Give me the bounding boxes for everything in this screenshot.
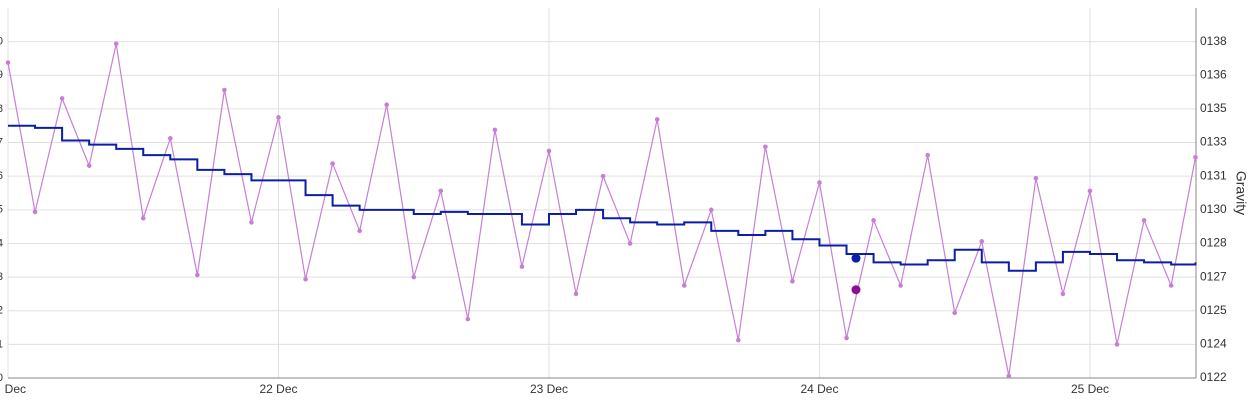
- data-point: [681, 283, 687, 288]
- data-point: [438, 188, 444, 194]
- data-point: [276, 115, 281, 120]
- data-point: [654, 117, 660, 122]
- data-point: [32, 209, 38, 215]
- data-point: [411, 274, 417, 280]
- data-point: [952, 310, 958, 316]
- data-point: [925, 152, 930, 158]
- y2-tick-label: 5: [0, 204, 3, 216]
- data-point: [167, 136, 173, 141]
- data-point: [303, 276, 308, 282]
- y2-tick-label: 1: [0, 338, 3, 350]
- data-point: [790, 278, 795, 284]
- data-point: [222, 87, 227, 93]
- data-point: [5, 60, 11, 65]
- highlight-point: [851, 285, 861, 295]
- data-point: [465, 316, 471, 322]
- y2-tick-label: 3: [0, 271, 3, 283]
- y2-tick-label: 9: [0, 69, 3, 81]
- data-point: [86, 163, 92, 168]
- data-point: [1168, 283, 1174, 288]
- data-point: [249, 220, 254, 225]
- y-axis-title: Gravity: [1233, 171, 1249, 215]
- y2-tick-label: 0: [0, 372, 3, 384]
- y2-tick-label: 4: [0, 237, 3, 249]
- data-point: [140, 215, 146, 221]
- y-tick-label: 0125: [1200, 303, 1227, 317]
- data-point: [573, 291, 579, 297]
- data-point: [492, 127, 498, 133]
- x-tick-label: 22 Dec: [259, 382, 297, 396]
- x-tick-label: 23 Dec: [530, 382, 568, 396]
- data-point: [844, 335, 849, 341]
- data-point: [1006, 373, 1012, 379]
- data-point: [1060, 291, 1066, 297]
- data-point: [898, 283, 903, 288]
- y2-tick-label: 8: [0, 103, 3, 115]
- y-tick-label: 0136: [1200, 67, 1227, 81]
- x-tick-label: 24 Dec: [800, 382, 838, 396]
- data-point: [1193, 154, 1198, 160]
- data-point: [384, 102, 389, 108]
- y-tick-label: 0131: [1200, 168, 1227, 182]
- y2-tick-label: 2: [0, 305, 3, 317]
- y-tick-label: 0133: [1200, 135, 1227, 149]
- data-point: [1114, 342, 1120, 347]
- y-tick-label: 0135: [1200, 101, 1227, 115]
- data-point: [1087, 188, 1093, 194]
- data-point: [736, 337, 741, 343]
- x-tick-label: Dec: [5, 382, 26, 396]
- data-point: [357, 228, 362, 234]
- data-point: [1033, 175, 1039, 181]
- y-tick-label: 0130: [1200, 202, 1227, 216]
- data-point: [708, 207, 714, 213]
- x-tick-label: 25 Dec: [1071, 382, 1109, 396]
- highlight-point: [851, 253, 861, 263]
- y2-tick-label: 7: [0, 136, 3, 148]
- data-point: [871, 218, 876, 223]
- y-tick-label: 0138: [1200, 34, 1227, 48]
- y-tick-label: 0128: [1200, 236, 1227, 250]
- data-point: [600, 173, 606, 179]
- data-point: [546, 148, 552, 154]
- y2-tick-label: 6: [0, 170, 3, 182]
- data-point: [519, 264, 525, 269]
- data-point: [817, 180, 822, 185]
- data-point: [113, 41, 119, 47]
- y-tick-label: 0127: [1200, 269, 1227, 283]
- y2-tick-label: 10: [0, 36, 3, 48]
- data-point: [1141, 218, 1147, 223]
- series-line: [8, 124, 1197, 272]
- y-tick-label: 0124: [1200, 337, 1227, 351]
- data-point: [59, 96, 65, 101]
- data-point: [979, 239, 985, 244]
- y-tick-label: 0122: [1200, 370, 1227, 384]
- data-point: [763, 144, 768, 150]
- data-point: [627, 241, 633, 246]
- data-point: [330, 161, 335, 166]
- data-point: [195, 272, 200, 278]
